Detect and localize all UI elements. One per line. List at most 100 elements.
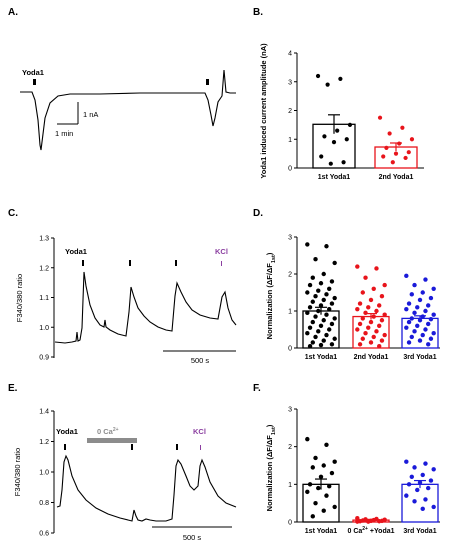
chart-b-point xyxy=(328,161,333,166)
chart-f-point xyxy=(327,484,332,489)
chart-d-point xyxy=(431,312,436,317)
chart-b-point xyxy=(341,160,346,165)
chart-d-ytick-label: 3 xyxy=(288,235,292,242)
chart-d-point xyxy=(355,306,360,312)
trace-c-ytick-label: 1.0 xyxy=(39,325,49,332)
chart-d-point xyxy=(404,325,409,330)
chart-f-point xyxy=(324,493,329,498)
trace-e-ytick-label: 1.4 xyxy=(39,409,49,416)
chart-d-point xyxy=(329,321,335,327)
chart-f-point xyxy=(355,519,360,524)
chart-f-ylabel-sub: 1st xyxy=(271,427,277,435)
chart-d-point xyxy=(327,327,332,332)
chart-d-ylabel-main: Normalization (ΔF/ΔF xyxy=(265,263,274,340)
chart-b-ytick-label: 4 xyxy=(288,51,292,58)
chart-b-point xyxy=(384,145,389,150)
chart-f-point xyxy=(409,474,414,479)
chart-d-point xyxy=(357,301,363,306)
chart-f-point xyxy=(420,472,425,478)
chart-f-point xyxy=(355,516,360,521)
chart-f-category-sup: 2+ xyxy=(362,526,368,532)
chart-d-point xyxy=(310,319,315,325)
panel-label-b: B. xyxy=(253,7,263,18)
chart-b-category-text: 2nd Yoda1 xyxy=(379,174,414,181)
chart-f-point xyxy=(406,482,412,487)
chart-d-point xyxy=(371,334,376,340)
chart-d-point xyxy=(363,310,368,316)
trace-e-marker-2 xyxy=(131,444,133,450)
chart-d-point xyxy=(357,321,363,327)
chart-d-point xyxy=(305,242,310,247)
trace-c-ytick-label: 1.3 xyxy=(39,236,49,243)
panel-label-a: A. xyxy=(8,7,18,18)
chart-b-point xyxy=(338,76,343,81)
chart-d-point xyxy=(412,282,417,288)
chart-d-point xyxy=(374,266,379,271)
chart-d-point xyxy=(368,319,374,325)
chart-b-point xyxy=(409,137,415,142)
chart-d-point xyxy=(363,275,368,280)
chart-f-point xyxy=(431,504,436,510)
chart-b-category-label: 2nd Yoda1 xyxy=(379,174,414,181)
chart-d-point xyxy=(423,327,428,332)
chart-f-point xyxy=(321,463,326,468)
chart-f-ylabel: Normalization (ΔF/ΔF1st) xyxy=(265,424,277,511)
chart-f-point xyxy=(404,459,409,464)
trace-e-ytick-label: 1.0 xyxy=(39,470,49,477)
trace-a: Yoda1 1 nA 1 min xyxy=(20,68,236,151)
chart-d-ytick-label: 0 xyxy=(288,346,292,353)
chart-b-point xyxy=(403,155,408,161)
chart-d-point xyxy=(332,295,337,301)
chart-d-point xyxy=(307,343,313,349)
chart-d-category-text: 3rd Yoda1 xyxy=(403,354,436,361)
chart-d-point xyxy=(431,286,436,291)
chart-d-point xyxy=(307,325,313,330)
chart-d-point xyxy=(318,342,324,348)
chart-d-point xyxy=(324,244,329,249)
chart-f-ytick-label: 1 xyxy=(288,482,292,489)
chart-f-point xyxy=(423,461,428,466)
trace-e-ylabel: F340/380 ratio xyxy=(13,448,22,496)
chart-f-point xyxy=(332,459,337,464)
chart-d-category-text: 2nd Yoda1 xyxy=(354,354,389,361)
chart-f-category-label: 1st Yoda1 xyxy=(305,528,338,535)
chart-d-category-text: 1st Yoda1 xyxy=(305,354,338,361)
chart-d-point xyxy=(327,306,332,312)
chart-d-point xyxy=(426,342,431,347)
chart-d-point xyxy=(310,275,315,280)
panel-label-f: F. xyxy=(253,383,261,394)
chart-d-point xyxy=(310,299,315,304)
chart-d-point xyxy=(409,292,414,297)
chart-d-point xyxy=(428,295,434,301)
chart-d-point xyxy=(415,323,420,328)
chart-f-ytick-label: 0 xyxy=(288,520,292,527)
chart-b-category-label: 1st Yoda1 xyxy=(318,174,351,181)
chart-d-point xyxy=(329,301,335,306)
panel-label-d: D. xyxy=(253,208,263,219)
chart-b-point xyxy=(335,128,340,133)
chart-d-point xyxy=(310,340,315,345)
chart-d-point xyxy=(374,329,379,334)
chart-f-point xyxy=(426,485,431,491)
chart-d-point xyxy=(324,292,329,297)
chart-b-point xyxy=(347,122,353,127)
chart-d-point xyxy=(313,314,318,319)
chart-d-point xyxy=(371,314,376,319)
chart-d-point xyxy=(420,332,425,338)
chart-f-category-tail: +Yoda1 xyxy=(368,528,395,535)
chart-d-point xyxy=(428,336,434,341)
chart-d-point xyxy=(324,332,329,338)
trace-e-line xyxy=(56,454,237,522)
trace-c-marker-1 xyxy=(82,260,84,266)
chart-d-point xyxy=(316,329,321,334)
chart-d-ylabel-sub: 1st xyxy=(271,255,277,263)
chart-d-point xyxy=(318,323,324,328)
chart-d-point xyxy=(417,297,423,303)
chart-f-point xyxy=(307,482,313,487)
chart-f-point xyxy=(316,485,321,491)
chart-f-point xyxy=(329,470,335,476)
chart-d-point xyxy=(332,336,337,341)
scale-current-label: 1 nA xyxy=(83,110,98,119)
chart-d-point xyxy=(406,319,412,325)
chart-d-point xyxy=(371,286,376,291)
